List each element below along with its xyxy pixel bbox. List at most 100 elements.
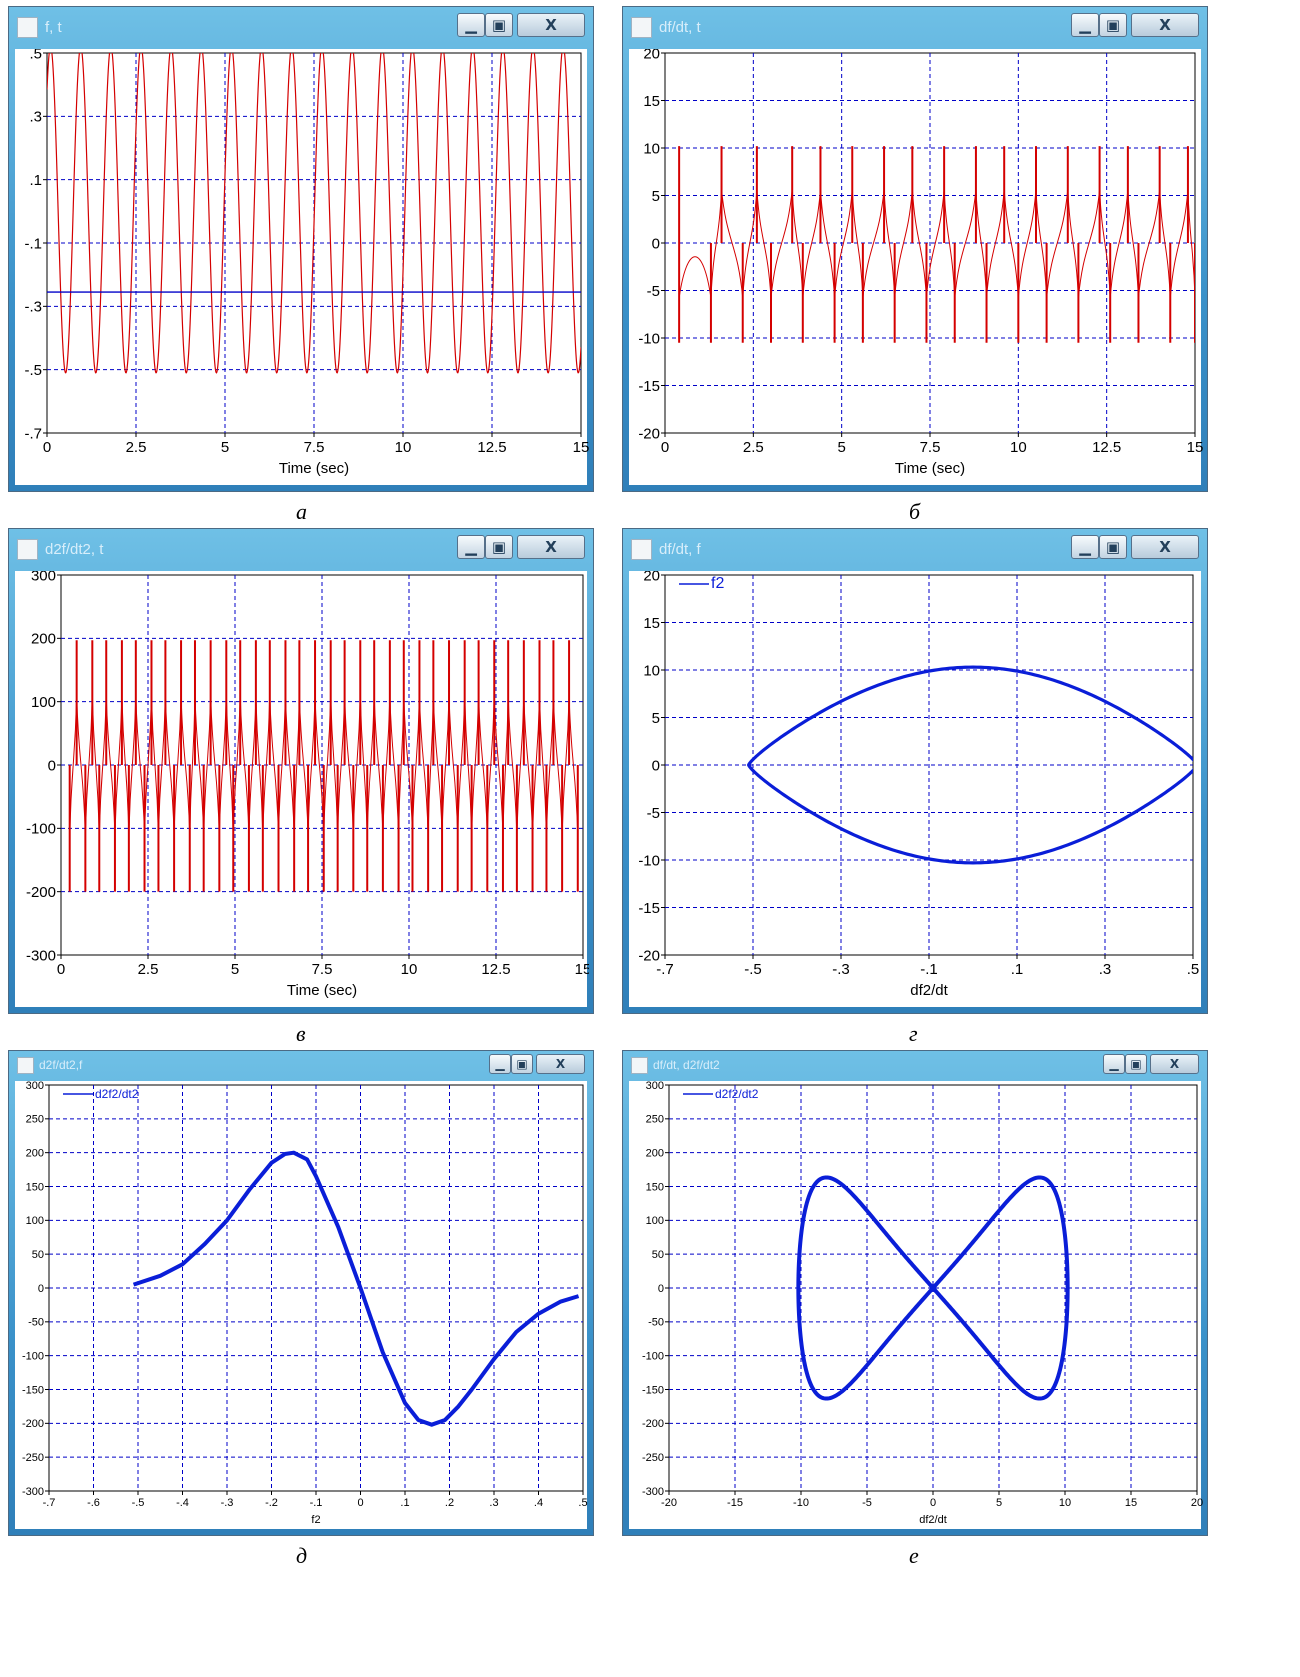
y-tick-label: -50: [648, 1317, 664, 1329]
minimize-button[interactable]: ▁: [457, 535, 485, 559]
y-tick-label: -20: [638, 947, 660, 964]
title-bar[interactable]: d2f/dt2,f ▁ ▣ X: [9, 1051, 593, 1081]
maximize-button[interactable]: ▣: [485, 535, 513, 559]
close-icon: X: [545, 538, 557, 556]
y-tick-label: 200: [646, 1148, 664, 1160]
y-tick-label: -100: [642, 1351, 664, 1363]
minimize-icon: ▁: [1079, 16, 1091, 34]
y-tick-label: 250: [646, 1114, 664, 1126]
y-tick-label: -15: [638, 378, 660, 395]
y-tick-label: -150: [22, 1384, 44, 1396]
window-panel-f: df/dt, d2f/dt2 ▁ ▣ X -20 -15 -10 -5 0 5 10 15 20…: [622, 1050, 1208, 1536]
title-bar[interactable]: df/dt, d2f/dt2 ▁ ▣ X: [623, 1051, 1207, 1081]
close-icon: X: [555, 1057, 566, 1071]
y-tick-label: 100: [26, 1215, 44, 1227]
minimize-icon: ▁: [495, 1057, 505, 1071]
close-button[interactable]: X: [1150, 1054, 1199, 1074]
x-tick-label: -10: [793, 1497, 809, 1509]
y-tick-label: .3: [29, 109, 42, 126]
x-tick-label: 12.5: [1092, 439, 1121, 456]
maximize-button[interactable]: ▣: [1099, 13, 1127, 37]
title-bar[interactable]: d2f/dt2, t ▁ ▣ X: [9, 529, 593, 571]
y-tick-label: -10: [638, 852, 660, 869]
minimize-button[interactable]: ▁: [489, 1054, 511, 1074]
y-tick-label: 10: [643, 140, 660, 157]
maximize-button[interactable]: ▣: [511, 1054, 533, 1074]
x-tick-label: 5: [231, 961, 239, 978]
x-tick-label: 15: [1187, 439, 1203, 456]
x-tick-label: 2.5: [743, 439, 764, 456]
maximize-button[interactable]: ▣: [1125, 1054, 1147, 1074]
maximize-icon: ▣: [1130, 1057, 1142, 1071]
close-button[interactable]: X: [536, 1054, 585, 1074]
maximize-button[interactable]: ▣: [485, 13, 513, 37]
x-tick-label: 10: [395, 439, 412, 456]
x-tick-label: -.5: [744, 961, 762, 978]
y-tick-label: -250: [642, 1452, 664, 1464]
minimize-icon: ▁: [465, 538, 477, 556]
x-tick-label: 12.5: [481, 961, 510, 978]
y-tick-label: -150: [642, 1384, 664, 1396]
window-controls: ▁ ▣ X: [1071, 535, 1199, 559]
x-tick-label: -.4: [176, 1497, 189, 1509]
minimize-button[interactable]: ▁: [1103, 1054, 1125, 1074]
chart-d: -.7 -.5 -.3 -.1 .1 .3 .5 20 15 10 5 0 -5 -10 -15 -20 df2…: [638, 567, 1200, 999]
x-axis-label: f2: [311, 1514, 320, 1526]
x-axis-label: df2/dt: [919, 1514, 947, 1526]
x-tick-label: -.3: [221, 1497, 234, 1509]
y-tick-label: -15: [638, 900, 660, 917]
close-button[interactable]: X: [517, 13, 585, 37]
y-tick-label: -.3: [24, 299, 42, 316]
x-tick-label: -.3: [832, 961, 850, 978]
window-controls: ▁ ▣ X: [1071, 13, 1199, 37]
chart-a: 0 2.5 5 7.5 10 12.5 15 .5 .3 .1 -.1 -.3 -.5 -.7 Time (…: [24, 45, 589, 477]
y-tick-label: -200: [26, 884, 56, 901]
chart-area: -.7 -.6 -.5 -.4 -.3 -.2 -.1 0 .1 .2 .3 .4 .5 300 250 20…: [15, 1080, 588, 1529]
caption-e: д: [296, 1543, 308, 1568]
x-tick-label: 10: [1059, 1497, 1071, 1509]
y-tick-label: 150: [646, 1181, 664, 1193]
x-tick-label: 0: [661, 439, 669, 456]
x-tick-label: 7.5: [304, 439, 325, 456]
chart-area: -.7 -.5 -.3 -.1 .1 .3 .5 20 15 10 5 0 -5 -10 -15 -20 df2…: [629, 567, 1201, 1007]
maximize-icon: ▣: [491, 538, 507, 556]
close-button[interactable]: X: [1131, 535, 1199, 559]
y-tick-label: 0: [652, 235, 660, 252]
title-bar[interactable]: f, t ▁ ▣ X: [9, 7, 593, 49]
y-tick-label: 300: [646, 1081, 664, 1092]
title-bar[interactable]: df/dt, t ▁ ▣ X: [623, 7, 1207, 49]
x-tick-label: .5: [1187, 961, 1200, 978]
maximize-icon: ▣: [491, 16, 507, 34]
x-tick-label: .1: [400, 1497, 409, 1509]
window-panel-d: df/dt, f ▁ ▣ X -.7 -.5 -.3 -.1 .1 .3 .5 20 15 10 5…: [622, 528, 1208, 1014]
window-controls: ▁ ▣ X: [457, 13, 585, 37]
y-tick-label: 100: [646, 1215, 664, 1227]
window-controls: ▁ ▣ X: [1103, 1054, 1199, 1074]
minimize-button[interactable]: ▁: [1071, 13, 1099, 37]
window-title: d2f/dt2, t: [45, 541, 104, 558]
x-axis-label: Time (sec): [287, 982, 357, 999]
x-tick-label: 15: [1125, 1497, 1137, 1509]
x-tick-label: 7.5: [920, 439, 941, 456]
x-tick-label: .5: [578, 1497, 587, 1509]
title-bar[interactable]: df/dt, f ▁ ▣ X: [623, 529, 1207, 571]
x-tick-label: .3: [489, 1497, 498, 1509]
maximize-button[interactable]: ▣: [1099, 535, 1127, 559]
x-tick-label: 2.5: [138, 961, 159, 978]
y-tick-label: 0: [48, 757, 56, 774]
minimize-button[interactable]: ▁: [457, 13, 485, 37]
x-tick-label: 0: [43, 439, 51, 456]
legend-label: d2f2/dt2: [715, 1087, 759, 1101]
window-title: df/dt, f: [659, 541, 701, 558]
y-tick-label: -100: [22, 1351, 44, 1363]
minimize-button[interactable]: ▁: [1071, 535, 1099, 559]
caption-a: а: [296, 499, 307, 524]
y-tick-label: -200: [22, 1418, 44, 1430]
y-tick-label: 150: [26, 1181, 44, 1193]
y-tick-label: -10: [638, 330, 660, 347]
y-tick-label: 5: [652, 710, 660, 727]
close-button[interactable]: X: [517, 535, 585, 559]
x-tick-label: .1: [1011, 961, 1024, 978]
close-button[interactable]: X: [1131, 13, 1199, 37]
y-tick-label: 0: [652, 757, 660, 774]
